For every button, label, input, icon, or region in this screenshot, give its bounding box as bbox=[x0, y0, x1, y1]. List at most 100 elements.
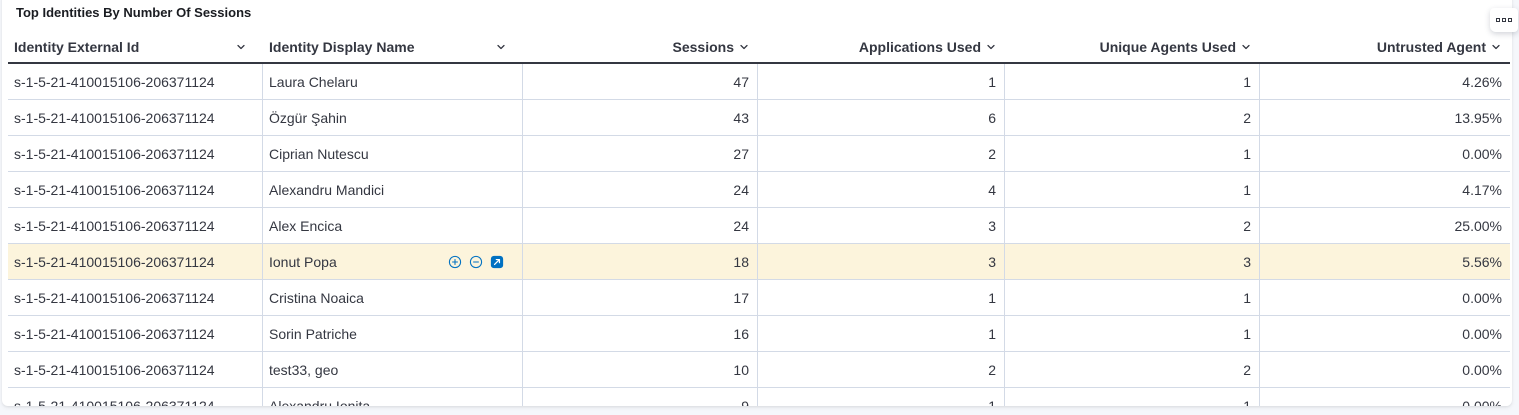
cell-identity-display-name: Özgür Şahin bbox=[263, 100, 523, 135]
cell-identity-display-name: Alex Encica bbox=[263, 208, 523, 243]
cell-sessions: 47 bbox=[523, 64, 758, 99]
table-row: s-1-5-21-410015106-206371124 Alexandru M… bbox=[8, 172, 1510, 208]
cell-identity-external-id: s-1-5-21-410015106-206371124 bbox=[8, 280, 263, 315]
table-panel: Top Identities By Number Of Sessions Ide… bbox=[2, 0, 1512, 406]
cell-applications-used: 1 bbox=[758, 388, 1005, 406]
boxes-horizontal-icon bbox=[1502, 18, 1506, 22]
cell-untrusted-agent: 0.00% bbox=[1260, 352, 1510, 387]
cell-identity-external-id: s-1-5-21-410015106-206371124 bbox=[8, 244, 263, 279]
cell-sessions: 18 bbox=[523, 244, 758, 279]
column-header-sessions[interactable]: Sessions bbox=[523, 32, 758, 62]
cell-unique-agents-used: 1 bbox=[1005, 388, 1260, 406]
cell-applications-used: 1 bbox=[758, 64, 1005, 99]
cell-identity-external-id: s-1-5-21-410015106-206371124 bbox=[8, 172, 263, 207]
cell-sessions: 10 bbox=[523, 352, 758, 387]
table-header-row: Identity External Id Identity Display Na… bbox=[8, 32, 1510, 64]
column-header-identity-external-id[interactable]: Identity External Id bbox=[8, 32, 263, 62]
cell-untrusted-agent: 0.00% bbox=[1260, 280, 1510, 315]
cell-identity-display-name: Cristina Noaica bbox=[263, 280, 523, 315]
cell-applications-used: 6 bbox=[758, 100, 1005, 135]
cell-identity-display-name: Alexandru Mandici bbox=[263, 172, 523, 207]
cell-unique-agents-used: 1 bbox=[1005, 172, 1260, 207]
column-header-label: Sessions bbox=[672, 39, 734, 55]
chevron-down-icon bbox=[495, 41, 507, 53]
cell-identity-external-id: s-1-5-21-410015106-206371124 bbox=[8, 388, 263, 406]
column-header-label: Applications Used bbox=[858, 39, 981, 55]
cell-untrusted-agent: 0.00% bbox=[1260, 388, 1510, 406]
column-header-applications-used[interactable]: Applications Used bbox=[758, 32, 1005, 62]
cell-applications-used: 1 bbox=[758, 316, 1005, 351]
cell-identity-external-id: s-1-5-21-410015106-206371124 bbox=[8, 316, 263, 351]
cell-unique-agents-used: 3 bbox=[1005, 244, 1260, 279]
cell-unique-agents-used: 2 bbox=[1005, 100, 1260, 135]
cell-unique-agents-used: 1 bbox=[1005, 64, 1260, 99]
cell-applications-used: 1 bbox=[758, 280, 1005, 315]
cell-identity-external-id: s-1-5-21-410015106-206371124 bbox=[8, 208, 263, 243]
table-row: s-1-5-21-410015106-206371124 Laura Chela… bbox=[8, 64, 1510, 100]
cell-sessions: 24 bbox=[523, 172, 758, 207]
cell-sessions: 17 bbox=[523, 280, 758, 315]
cell-identity-display-name: Sorin Patriche bbox=[263, 316, 523, 351]
expand-cell-icon[interactable] bbox=[490, 255, 504, 269]
chevron-down-icon bbox=[1240, 41, 1252, 53]
cell-identity-external-id: s-1-5-21-410015106-206371124 bbox=[8, 136, 263, 171]
cell-value: Ionut Popa bbox=[269, 253, 337, 270]
cell-identity-display-name: Alexandru Ionita bbox=[263, 388, 523, 406]
column-header-label: Identity Display Name bbox=[269, 39, 415, 55]
cell-identity-external-id: s-1-5-21-410015106-206371124 bbox=[8, 352, 263, 387]
cell-untrusted-agent: 4.17% bbox=[1260, 172, 1510, 207]
cell-identity-display-name: test33, geo bbox=[263, 352, 523, 387]
table-row: s-1-5-21-410015106-206371124 Özgür Şahin… bbox=[8, 100, 1510, 136]
column-header-label: Identity External Id bbox=[14, 39, 140, 55]
table-row: s-1-5-21-410015106-206371124 test33, geo… bbox=[8, 352, 1510, 388]
table-row: s-1-5-21-410015106-206371124 Alex Encica… bbox=[8, 208, 1510, 244]
cell-sessions: 9 bbox=[523, 388, 758, 406]
cell-untrusted-agent: 4.26% bbox=[1260, 64, 1510, 99]
cell-applications-used: 3 bbox=[758, 208, 1005, 243]
panel-options-button[interactable] bbox=[1490, 8, 1518, 32]
column-header-identity-display-name[interactable]: Identity Display Name bbox=[263, 32, 523, 62]
cell-unique-agents-used: 2 bbox=[1005, 352, 1260, 387]
cell-untrusted-agent: 13.95% bbox=[1260, 100, 1510, 135]
column-header-unique-agents-used[interactable]: Unique Agents Used bbox=[1005, 32, 1260, 62]
chevron-down-icon bbox=[985, 41, 997, 53]
chevron-down-icon bbox=[235, 41, 247, 53]
filter-out-icon[interactable] bbox=[469, 255, 483, 269]
cell-sessions: 43 bbox=[523, 100, 758, 135]
table-row-highlighted: s-1-5-21-410015106-206371124 Ionut Popa … bbox=[8, 244, 1510, 280]
table-row: s-1-5-21-410015106-206371124 Cristina No… bbox=[8, 280, 1510, 316]
cell-identity-external-id: s-1-5-21-410015106-206371124 bbox=[8, 100, 263, 135]
cell-sessions: 24 bbox=[523, 208, 758, 243]
cell-untrusted-agent: 0.00% bbox=[1260, 136, 1510, 171]
cell-untrusted-agent: 25.00% bbox=[1260, 208, 1510, 243]
filter-for-icon[interactable] bbox=[448, 255, 462, 269]
cell-unique-agents-used: 2 bbox=[1005, 208, 1260, 243]
cell-identity-external-id: s-1-5-21-410015106-206371124 bbox=[8, 64, 263, 99]
cell-unique-agents-used: 1 bbox=[1005, 316, 1260, 351]
column-header-untrusted-agent[interactable]: Untrusted Agent bbox=[1260, 32, 1510, 62]
cell-untrusted-agent: 5.56% bbox=[1260, 244, 1510, 279]
cell-sessions: 27 bbox=[523, 136, 758, 171]
column-header-label: Unique Agents Used bbox=[1099, 39, 1236, 55]
cell-applications-used: 3 bbox=[758, 244, 1005, 279]
boxes-horizontal-icon bbox=[1508, 18, 1512, 22]
panel-title: Top Identities By Number Of Sessions bbox=[16, 5, 252, 20]
chevron-down-icon bbox=[1490, 41, 1502, 53]
cell-unique-agents-used: 1 bbox=[1005, 280, 1260, 315]
cell-identity-display-name: Ciprian Nutescu bbox=[263, 136, 523, 171]
table-row: s-1-5-21-410015106-206371124 Sorin Patri… bbox=[8, 316, 1510, 352]
cell-applications-used: 4 bbox=[758, 172, 1005, 207]
chevron-down-icon bbox=[738, 41, 750, 53]
data-grid: Identity External Id Identity Display Na… bbox=[8, 32, 1510, 406]
cell-sessions: 16 bbox=[523, 316, 758, 351]
table-row: s-1-5-21-410015106-206371124 Ciprian Nut… bbox=[8, 136, 1510, 172]
cell-unique-agents-used: 1 bbox=[1005, 136, 1260, 171]
cell-identity-display-name: Ionut Popa bbox=[263, 244, 523, 279]
cell-applications-used: 2 bbox=[758, 136, 1005, 171]
cell-applications-used: 2 bbox=[758, 352, 1005, 387]
cell-identity-display-name: Laura Chelaru bbox=[263, 64, 523, 99]
table-row-partial: s-1-5-21-410015106-206371124 Alexandru I… bbox=[8, 388, 1510, 406]
cell-untrusted-agent: 0.00% bbox=[1260, 316, 1510, 351]
cell-hover-actions bbox=[448, 255, 504, 269]
boxes-horizontal-icon bbox=[1496, 18, 1500, 22]
